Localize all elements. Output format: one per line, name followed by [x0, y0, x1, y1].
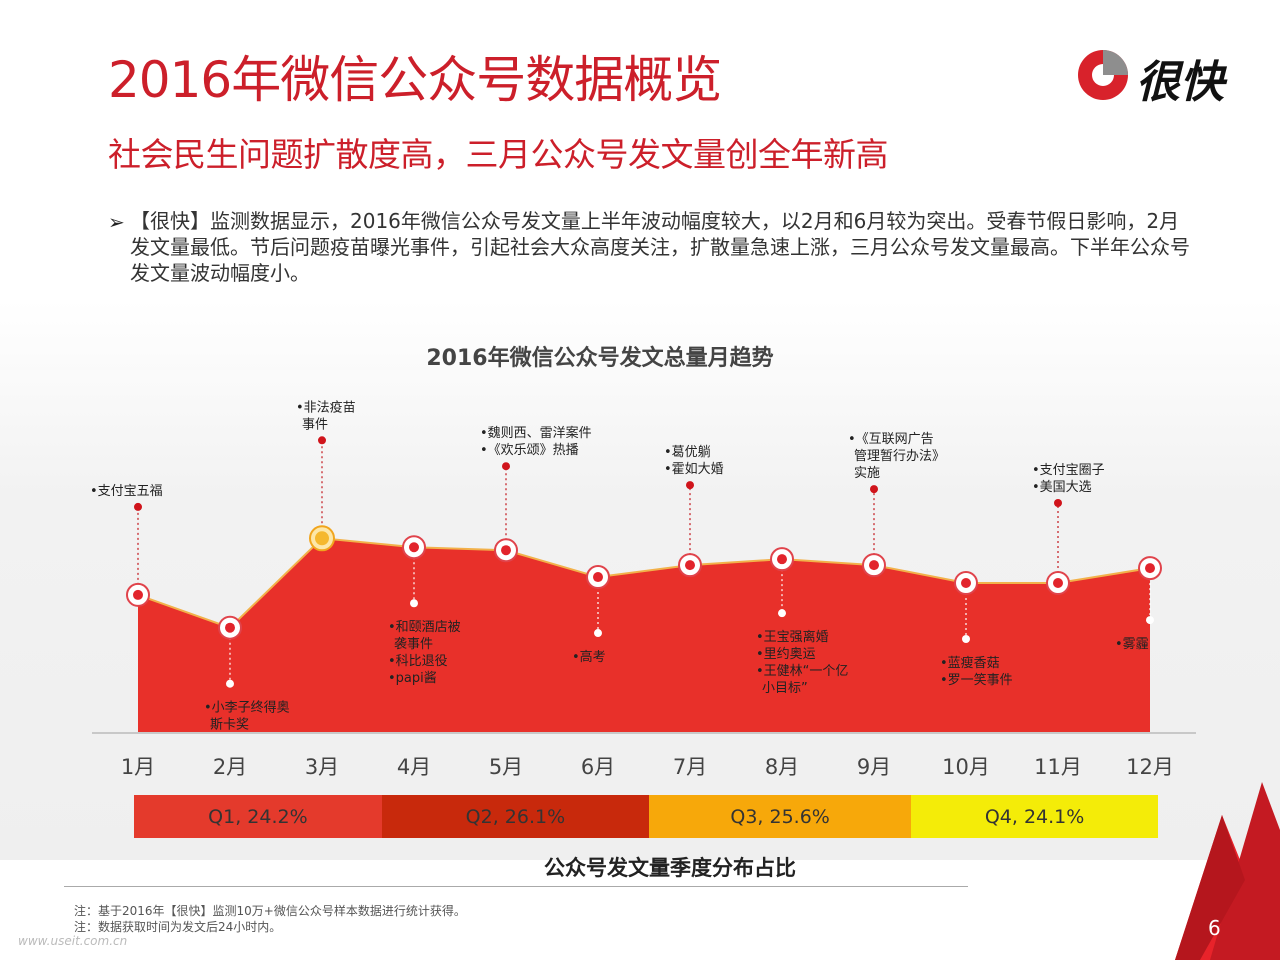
footnote-2: 注：数据获取时间为发文后24小时内。 — [74, 920, 282, 934]
x-tick-label: 3月 — [305, 755, 339, 779]
annotation-dot — [1054, 499, 1062, 507]
annotation-text: •科比退役 — [388, 654, 448, 669]
data-marker-core — [593, 572, 603, 583]
annotation-text: •小李子终得奥 — [204, 700, 290, 716]
data-marker-core — [225, 622, 235, 633]
annotation-text: •霍如大婚 — [664, 461, 724, 477]
data-marker-core — [1145, 563, 1155, 574]
annotation-text: •魏则西、雷洋案件 — [480, 426, 592, 441]
quarter-segment-label: Q4, 24.1% — [984, 805, 1085, 828]
annotation-text: •王健林“一个亿 — [756, 664, 848, 679]
annotation-dot — [226, 679, 234, 688]
quarter-chart-title: 公众号发文量季度分布占比 — [544, 856, 796, 880]
area-series — [138, 538, 1150, 732]
annotation-text: 实施 — [854, 466, 880, 481]
x-tick-label: 7月 — [673, 755, 707, 779]
annotation-text: 小目标” — [762, 681, 808, 696]
x-tick-label: 2月 — [213, 755, 247, 779]
x-tick-label: 6月 — [581, 755, 615, 779]
data-marker-core — [133, 589, 143, 600]
chart-title: 2016年微信公众号发文总量月趋势 — [426, 346, 774, 371]
annotation-dot — [870, 485, 878, 494]
annotation-text: •《互联网广告 — [848, 432, 934, 447]
data-marker-core — [501, 545, 511, 556]
annotation-text: 斯卡奖 — [210, 718, 249, 733]
x-tick-label: 1月 — [121, 755, 155, 779]
annotation-text: 袭事件 — [394, 637, 433, 652]
bullet-arrow-icon: ➢ — [108, 210, 125, 234]
quarter-segment-label: Q1, 24.2% — [208, 805, 308, 828]
data-marker-core — [685, 560, 695, 571]
annotation-text: •支付宝圈子 — [1032, 463, 1105, 478]
quarter-segment-label: Q3, 25.6% — [730, 805, 830, 828]
annotation-text: •高考 — [572, 649, 606, 665]
x-tick-label: 10月 — [942, 755, 990, 779]
footnote-1: 注：基于2016年【很快】监测10万+微信公众号样本数据进行统计获得。 — [74, 904, 466, 918]
data-marker-core — [777, 554, 787, 565]
logo-text: 很快 — [1136, 57, 1224, 108]
brand-logo: 很快 — [1078, 46, 1248, 108]
annotation-text: •支付宝五福 — [90, 484, 163, 499]
data-marker-core — [409, 542, 419, 553]
data-marker-core — [869, 560, 879, 571]
page-title: 2016年微信公众号数据概览 — [108, 51, 722, 109]
annotation-text: •非法疫苗 — [296, 399, 356, 415]
quarter-distribution-bar: Q1, 24.2% Q2, 26.1% Q3, 25.6% Q4, 24.1% — [134, 795, 1158, 838]
watermark: www.useit.com.cn — [18, 934, 128, 948]
summary-paragraph: 【很快】监测数据显示，2016年微信公众号发文量上半年波动幅度较大，以2月和6月… — [130, 209, 1190, 285]
annotation-text: •《欢乐颂》热播 — [480, 443, 579, 458]
x-tick-label: 12月 — [1126, 755, 1174, 779]
quarter-segment-label: Q2, 26.1% — [465, 805, 566, 828]
quarter-segment-q1: Q1, 24.2% — [134, 795, 382, 838]
annotation-text: •papi酱 — [388, 671, 437, 686]
annotation-text: 事件 — [302, 417, 328, 432]
page-number: 6 — [1208, 916, 1221, 940]
area-top-line — [137, 537, 1151, 629]
annotation-text: •美国大选 — [1032, 480, 1092, 495]
annotation-dot — [1146, 616, 1154, 625]
x-tick-label: 11月 — [1034, 755, 1082, 779]
quarter-segment-q4: Q4, 24.1% — [911, 795, 1158, 838]
annotation-text: •里约奥运 — [756, 647, 816, 662]
x-tick-label: 4月 — [397, 755, 431, 779]
x-tick-label: 5月 — [489, 755, 523, 779]
quarter-segment-q2: Q2, 26.1% — [381, 795, 650, 838]
annotation-text: •葛优躺 — [664, 444, 711, 460]
quarter-segment-q3: Q3, 25.6% — [649, 795, 912, 838]
annotation-dot — [962, 635, 970, 643]
annotation-text: •罗一笑事件 — [940, 672, 1013, 688]
annotation-text: •雾霾 — [1115, 637, 1149, 652]
annotation-dot — [594, 629, 602, 638]
annotation-dot — [502, 462, 510, 471]
annotation-text: •王宝强离婚 — [756, 629, 829, 645]
page-subtitle: 社会民生问题扩散度高，三月公众号发文量创全年新高 — [108, 135, 889, 174]
highlight-marker-core — [315, 531, 329, 546]
data-marker-core — [1053, 578, 1063, 588]
x-tick-label: 9月 — [857, 755, 891, 779]
annotation-dot — [778, 609, 786, 618]
annotation-dot — [318, 436, 326, 445]
annotation-text: •和颐酒店被 — [388, 620, 461, 635]
annotation-dot — [134, 502, 142, 511]
footer-divider — [64, 886, 968, 887]
annotation-dot — [410, 599, 418, 608]
annotation-text: 管理暂行办法》 — [854, 449, 945, 464]
annotation-dot — [686, 481, 694, 490]
data-marker-core — [961, 578, 971, 588]
x-tick-label: 8月 — [765, 755, 799, 779]
annotation-text: •蓝瘦香菇 — [940, 655, 1000, 671]
